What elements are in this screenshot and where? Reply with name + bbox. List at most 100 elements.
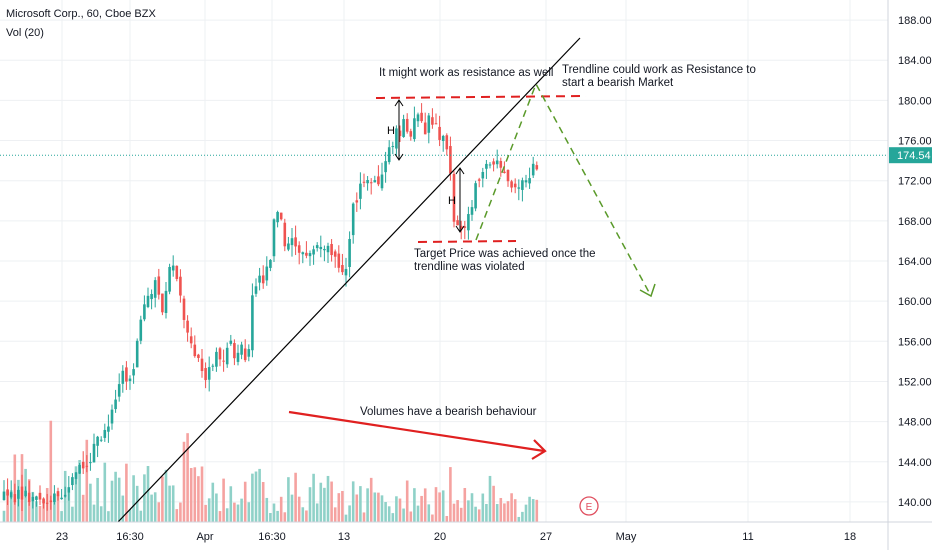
y-tick-label: 156.00	[898, 336, 932, 348]
candle-body	[63, 494, 67, 497]
candle-body	[161, 293, 164, 313]
candle-body	[351, 203, 355, 236]
volume-bar	[114, 471, 117, 522]
volume-bar	[459, 507, 463, 522]
candle-body	[305, 252, 308, 256]
candle-body	[452, 173, 456, 222]
volume-bar	[89, 483, 92, 522]
x-tick-label: 16:30	[116, 531, 144, 543]
candle-body	[279, 212, 283, 220]
volume-bar	[193, 467, 197, 522]
candle-body	[312, 249, 315, 255]
candle-body	[85, 465, 89, 467]
volume-bar	[341, 490, 344, 522]
volume-bar	[135, 485, 139, 522]
y-tick-label: 164.00	[898, 256, 932, 268]
volume-bar	[366, 488, 369, 522]
volume-bar	[380, 495, 384, 522]
candle-body	[31, 496, 35, 502]
volume-bar	[146, 465, 150, 522]
candle-body	[398, 130, 402, 137]
candle-body	[341, 265, 344, 273]
volume-bar	[333, 507, 337, 522]
candle-body	[431, 117, 434, 125]
candle-body	[481, 172, 485, 179]
candle-body	[348, 238, 351, 267]
volume-bar	[297, 496, 301, 522]
volume-bar	[521, 511, 524, 522]
volume-bar	[528, 496, 531, 522]
volume-bar	[240, 498, 243, 522]
candle-body	[254, 286, 258, 294]
candle-body	[441, 135, 445, 142]
volume-indicator-label[interactable]: Vol (20)	[6, 27, 44, 39]
candle-body	[179, 276, 182, 296]
candle-body	[233, 343, 236, 359]
candle-body	[45, 502, 49, 504]
candle-body	[467, 214, 470, 231]
volume-bar	[337, 493, 341, 522]
volume-bar	[513, 499, 517, 522]
candle-body	[60, 497, 63, 500]
volume-bar	[175, 509, 179, 522]
volume-bar	[254, 471, 258, 522]
earnings-event-label: E	[586, 502, 593, 513]
volume-bar	[535, 499, 539, 522]
candle-body	[337, 253, 341, 268]
volume-bar	[315, 503, 319, 522]
candle-body	[380, 174, 384, 189]
volume-bar	[452, 503, 456, 522]
chart-title[interactable]: Microsoft Corp., 60, Cboe BZX	[6, 8, 156, 20]
candle-body	[459, 225, 463, 230]
volume-bar	[269, 512, 272, 522]
candle-body	[53, 493, 56, 503]
last-price-label: 174.54	[897, 150, 931, 162]
candle-body	[135, 340, 139, 368]
volume-bar	[38, 506, 42, 522]
volume-bar	[9, 490, 13, 522]
volume-bar	[330, 481, 333, 522]
candle-body	[405, 118, 409, 132]
candle-body	[243, 348, 247, 361]
candle-body	[456, 220, 459, 226]
candle-body	[330, 244, 333, 256]
candle-body	[528, 178, 531, 184]
volume-bar	[344, 514, 348, 522]
candle-body	[283, 222, 287, 247]
candle-body	[499, 160, 503, 168]
candle-body	[128, 378, 132, 382]
volume-bar	[456, 500, 459, 522]
target-dash-line	[417, 240, 517, 243]
volume-bar	[420, 495, 423, 522]
candle-body	[143, 304, 146, 320]
candle-body	[78, 464, 81, 474]
candle-body	[74, 472, 78, 479]
volume-bar	[189, 468, 193, 522]
candle-body	[290, 238, 294, 246]
trendline	[117, 37, 581, 523]
volume-bar	[71, 506, 74, 522]
height-measure-bottom-head-bottom	[455, 225, 465, 233]
volume-bar	[258, 468, 261, 522]
annotation-trendline-line1: Trendline could work as Resistance to	[562, 64, 756, 76]
volume-bar	[279, 496, 283, 522]
volume-bar	[243, 481, 247, 522]
volume-bar	[251, 473, 254, 522]
candle-body	[20, 486, 24, 500]
volume-bar	[517, 516, 521, 522]
annotation-target-line2: trendline was violated	[414, 261, 525, 273]
volume-bar	[229, 486, 233, 522]
candle-body	[377, 176, 380, 185]
candle-body	[35, 496, 38, 500]
height-measure-top-label: H	[387, 125, 395, 137]
volume-bar	[305, 510, 308, 522]
candle-body	[146, 295, 150, 308]
x-tick-label: 18	[844, 531, 856, 543]
candle-body	[107, 426, 110, 432]
volume-bar	[67, 492, 71, 522]
candle-body	[384, 161, 387, 173]
candle-body	[261, 275, 265, 284]
candle-body	[301, 252, 305, 255]
